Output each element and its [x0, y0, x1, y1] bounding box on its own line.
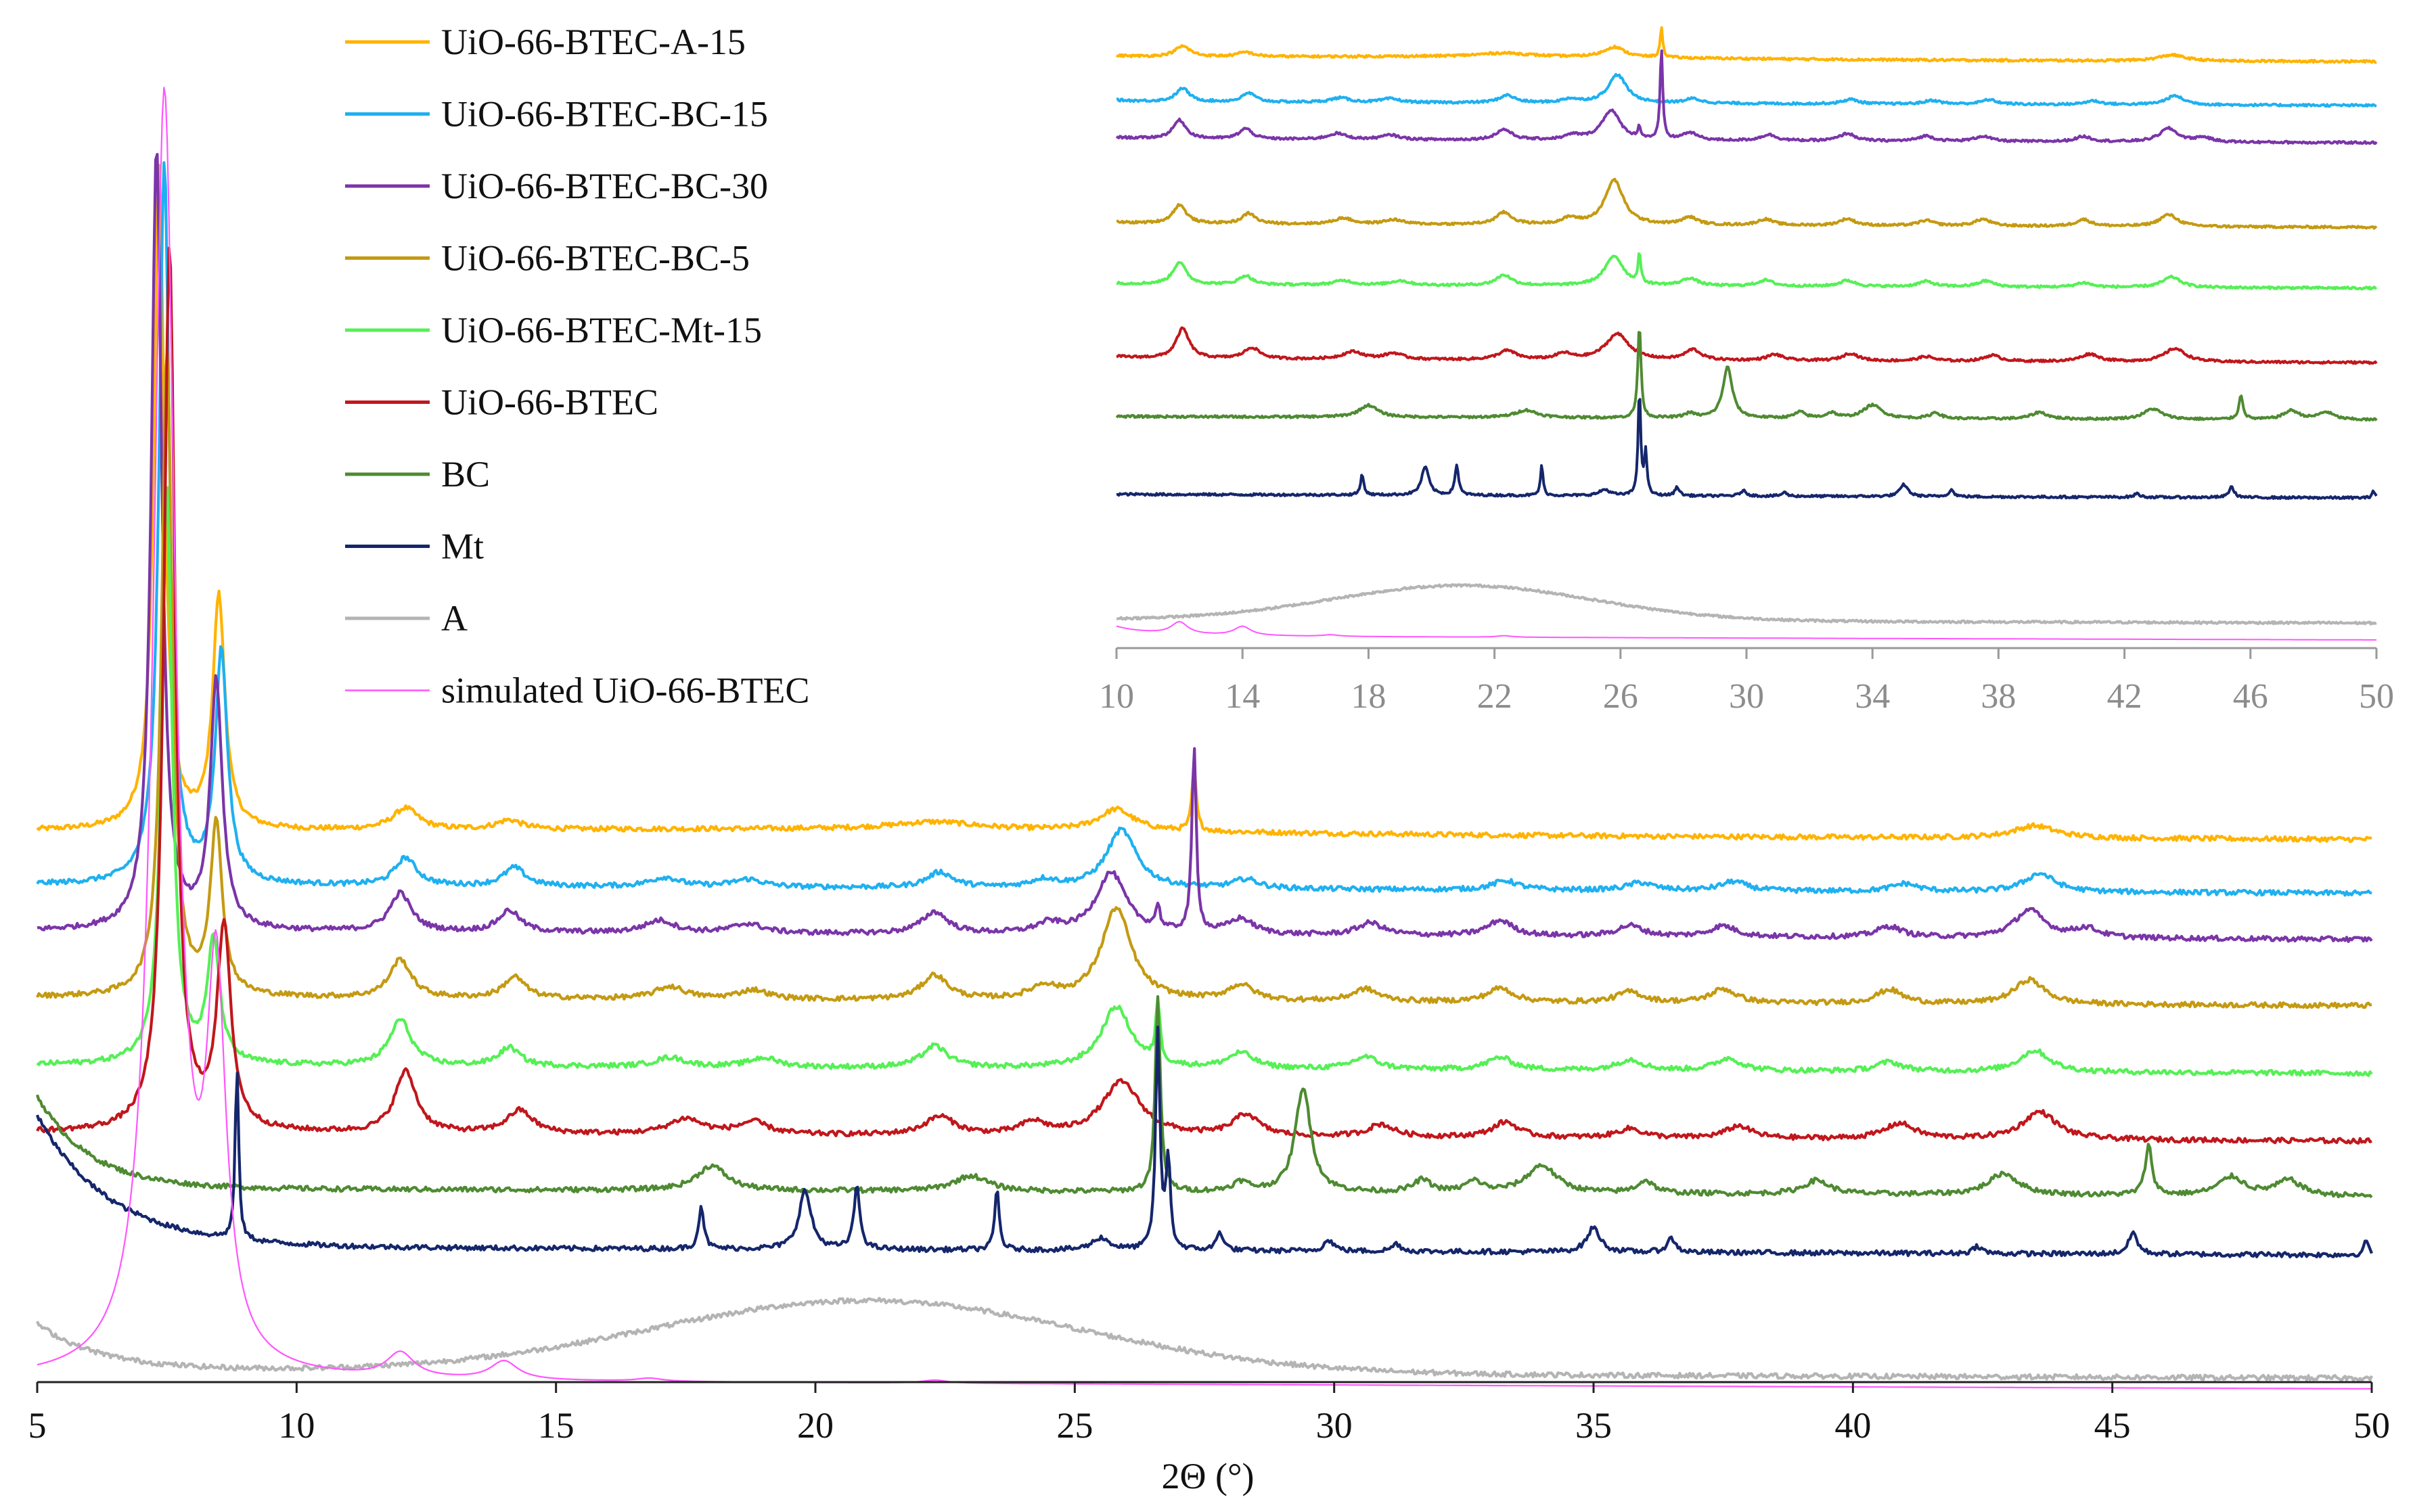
main-series-line-uio-66-btec-a-15 — [36, 164, 2372, 844]
inset-x-tick-label: 30 — [1729, 677, 1764, 716]
legend-entry-mt: Mt — [345, 526, 484, 567]
legend-entry-a: A — [345, 598, 468, 639]
inset-series-line-uio-66-btec-bc-30 — [1115, 49, 2378, 145]
legend-label: UiO-66-BTEC-BC-5 — [441, 238, 750, 279]
main-series-line-uio-66-btec-bc-15 — [36, 161, 2372, 897]
legend-label: Mt — [441, 526, 484, 567]
main-series-line-uio-66-btec — [36, 246, 2372, 1145]
inset-x-tick-label: 14 — [1225, 677, 1260, 716]
inset-plot-x-axis: 10 14 18 22 26 30 34 38 42 46 50 — [1099, 647, 2394, 716]
inset-plot-series — [1115, 26, 2378, 641]
legend: UiO-66-BTEC-A-15 UiO-66-BTEC-BC-15 UiO-66-… — [345, 22, 809, 711]
main-x-tick-label: 20 — [797, 1405, 834, 1446]
inset-series-line-uio-66-btec — [1116, 326, 2378, 365]
main-series-line-uio-66-btec-bc-5 — [36, 349, 2372, 1009]
inset-series-line-a — [1116, 583, 2377, 626]
x-axis-title: 2Θ (°) — [1161, 1456, 1254, 1496]
legend-entry-uio-66-btec-bc-30: UiO-66-BTEC-BC-30 — [345, 166, 768, 206]
legend-entry-uio-66-btec-bc-15: UiO-66-BTEC-BC-15 — [345, 94, 768, 135]
main-x-tick-label: 35 — [1575, 1405, 1612, 1446]
inset-series-line-mt — [1116, 398, 2378, 501]
legend-label: UiO-66-BTEC — [441, 382, 658, 423]
legend-label: UiO-66-BTEC-Mt-15 — [441, 310, 762, 350]
inset-x-tick-label: 22 — [1477, 677, 1512, 716]
legend-entry-simulated-uio-66-btec: simulated UiO-66-BTEC — [345, 670, 809, 711]
main-x-tick-label: 25 — [1056, 1405, 1093, 1446]
inset-series-line-uio-66-btec-mt-15 — [1116, 252, 2378, 291]
main-x-tick-label: 30 — [1316, 1405, 1353, 1446]
inset-x-tick-label: 26 — [1603, 677, 1638, 716]
legend-label: UiO-66-BTEC-BC-15 — [441, 94, 768, 135]
inset-x-tick-label: 34 — [1855, 677, 1890, 716]
legend-label: simulated UiO-66-BTEC — [441, 670, 809, 711]
legend-label: UiO-66-BTEC-BC-30 — [441, 166, 768, 206]
main-plot-x-axis: 5 10 15 20 25 30 35 40 45 50 — [28, 1381, 2390, 1446]
inset-x-tick-label: 50 — [2359, 677, 2394, 716]
legend-label: UiO-66-BTEC-A-15 — [441, 22, 746, 62]
inset-x-tick-label: 46 — [2233, 677, 2268, 716]
inset-x-tick-label: 10 — [1099, 677, 1134, 716]
main-series-line-uio-66-btec-mt-15 — [36, 486, 2373, 1078]
main-x-tick-label: 10 — [278, 1405, 315, 1446]
inset-series-line-uio-66-btec-bc-15 — [1116, 72, 2377, 108]
legend-label: A — [441, 598, 468, 639]
legend-entry-uio-66-btec-a-15: UiO-66-BTEC-A-15 — [345, 22, 746, 62]
main-series-line-uio-66-btec-bc-30 — [37, 153, 2373, 943]
main-x-tick-label: 45 — [2094, 1405, 2131, 1446]
legend-entry-uio-66-btec-mt-15: UiO-66-BTEC-Mt-15 — [345, 310, 762, 350]
legend-entry-bc: BC — [345, 454, 490, 495]
main-series-line-simulated-uio-66-btec — [37, 87, 2372, 1390]
main-plot-series — [35, 87, 2373, 1390]
inset-series-line-uio-66-btec-bc-5 — [1116, 177, 2378, 230]
main-x-tick-label: 15 — [538, 1405, 574, 1446]
main-x-tick-label: 5 — [28, 1405, 47, 1446]
inset-x-tick-label: 38 — [1981, 677, 2016, 716]
main-x-tick-label: 40 — [1834, 1405, 1871, 1446]
main-series-line-a — [36, 1296, 2373, 1382]
legend-entry-uio-66-btec: UiO-66-BTEC — [345, 382, 658, 423]
legend-entry-uio-66-btec-bc-5: UiO-66-BTEC-BC-5 — [345, 238, 750, 279]
main-series-line-mt — [36, 1025, 2373, 1259]
inset-series-line-bc — [1115, 331, 2378, 422]
legend-label: BC — [441, 454, 490, 495]
main-x-tick-label: 50 — [2353, 1405, 2390, 1446]
inset-x-tick-label: 18 — [1351, 677, 1386, 716]
inset-series-line-uio-66-btec-a-15 — [1115, 26, 2377, 64]
main-series-line-bc — [35, 994, 2373, 1199]
inset-series-line-simulated-uio-66-btec — [1116, 621, 2376, 641]
inset-x-tick-label: 42 — [2107, 677, 2142, 716]
